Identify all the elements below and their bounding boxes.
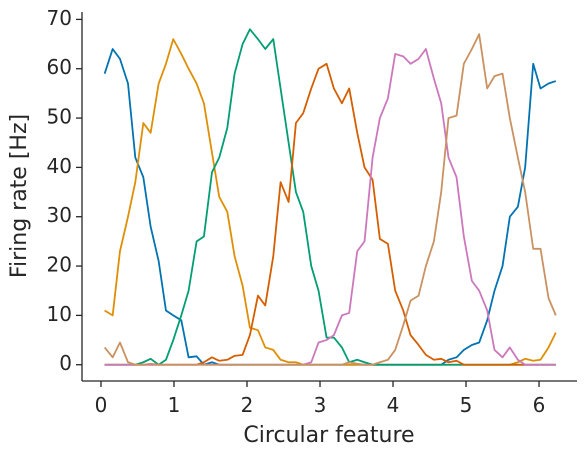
y-tick-label: 10 [47, 302, 72, 326]
y-axis-label: Firing rate [Hz] [7, 114, 32, 278]
x-tick-label: 0 [95, 393, 108, 417]
y-tick-label: 50 [47, 105, 72, 129]
y-tick-label: 70 [47, 6, 72, 30]
x-tick-label: 6 [533, 393, 546, 417]
x-axis-label: Circular feature [243, 423, 414, 448]
y-tick-label: 20 [47, 253, 72, 277]
y-tick-label: 30 [47, 203, 72, 227]
x-tick-label: 4 [387, 393, 400, 417]
x-tick-label: 1 [168, 393, 181, 417]
series-line [103, 33, 557, 366]
y-tick-label: 40 [47, 154, 72, 178]
x-tick-label: 3 [314, 393, 327, 417]
y-tick-label: 0 [59, 351, 72, 375]
x-tick-label: 2 [241, 393, 254, 417]
series-line [104, 48, 556, 366]
y-tick-label: 60 [47, 55, 72, 79]
x-tick-label: 5 [460, 393, 473, 417]
